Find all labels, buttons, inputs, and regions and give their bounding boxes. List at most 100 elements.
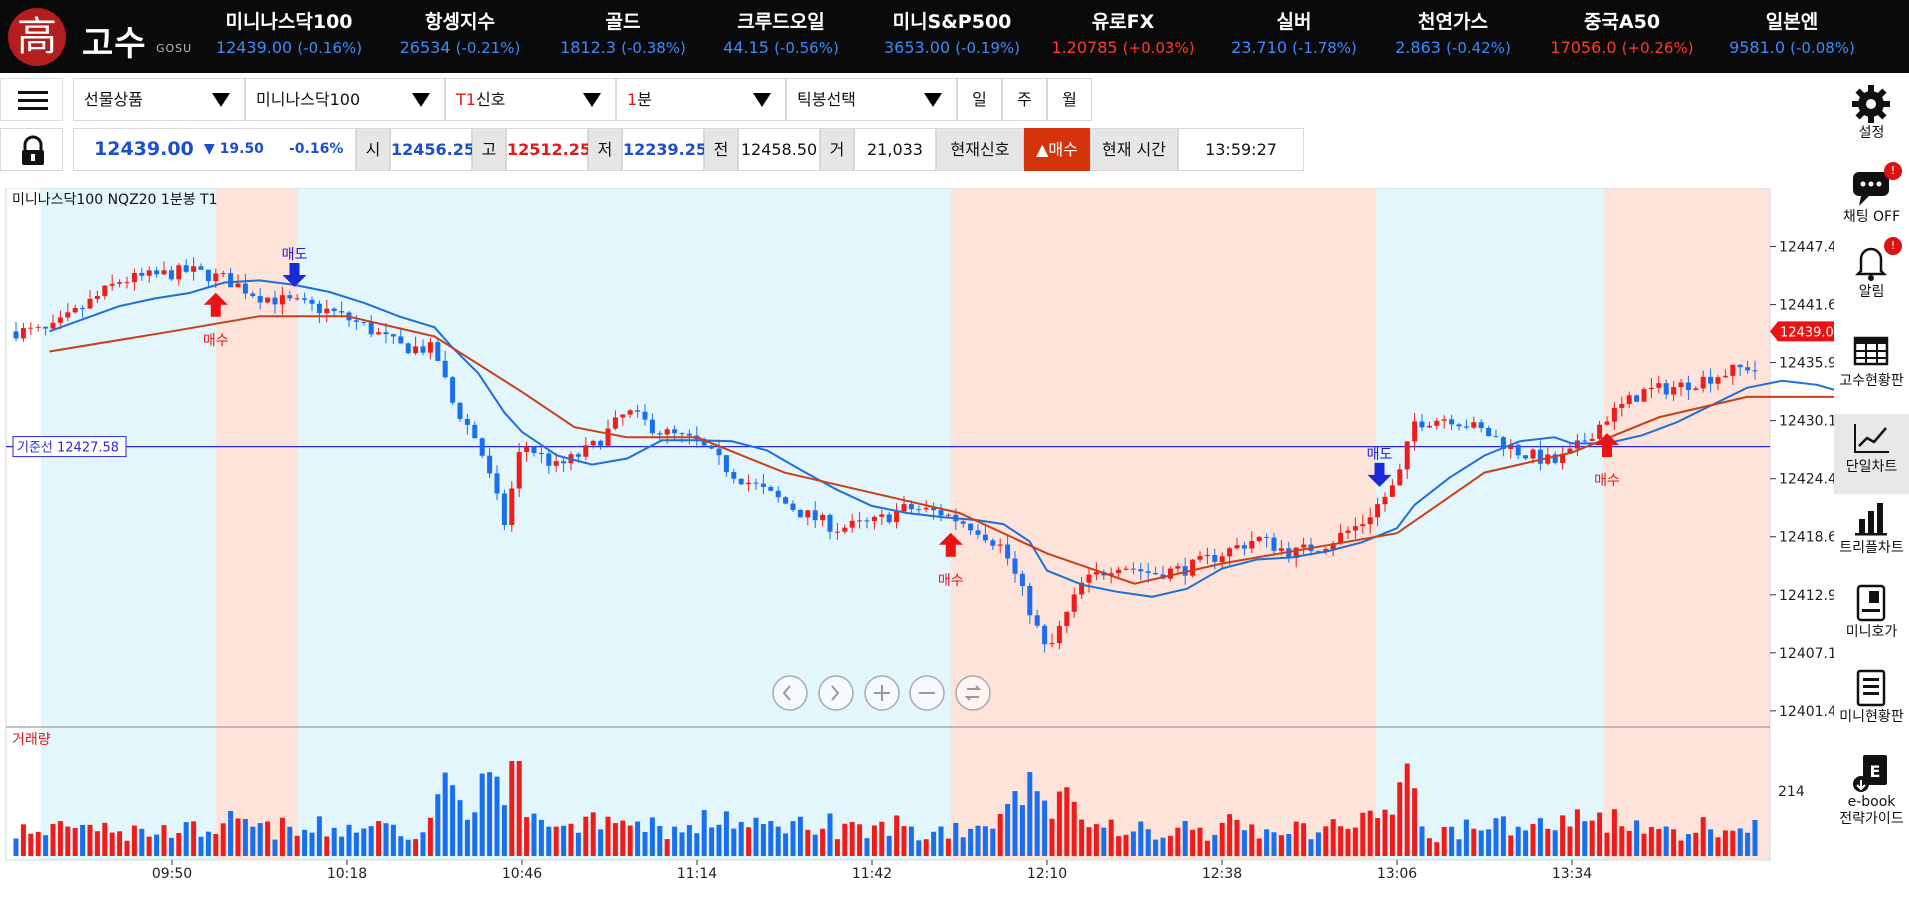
candle-body: [191, 266, 197, 272]
sidebar-item-gear[interactable]: 설정: [1834, 80, 1909, 160]
sidebar-item-grid[interactable]: 고수현황판: [1834, 328, 1909, 408]
candle-body: [1426, 425, 1432, 428]
zoom-out-button[interactable]: [909, 675, 945, 711]
chevron-right-button[interactable]: [818, 675, 854, 711]
volume-bar: [982, 826, 988, 856]
volume-bar: [146, 836, 152, 856]
signal-select[interactable]: T1신호: [445, 78, 616, 121]
chevron-left-button[interactable]: [772, 675, 808, 711]
signal-zone: [298, 188, 951, 860]
candle-body: [938, 510, 944, 516]
candle-body: [1656, 383, 1662, 388]
ticker-item[interactable]: 미니나스닥100 12439.00 (-0.16%): [204, 8, 374, 60]
logo[interactable]: 高 고수 GOSU: [6, 6, 191, 68]
day-button[interactable]: 일: [957, 78, 1002, 121]
candle-body: [1019, 573, 1025, 586]
sidebar-item-book[interactable]: 미니호가: [1834, 579, 1909, 659]
sidebar-item-bell[interactable]: ! 알림: [1834, 237, 1909, 319]
candle-body: [760, 483, 766, 487]
candle-body: [1708, 376, 1714, 384]
volume-bar: [923, 839, 929, 856]
ticker-item[interactable]: 골드 1812.3 (-0.38%): [538, 8, 708, 60]
ticker-item[interactable]: 일본엔 9581.0 (-0.08%): [1707, 8, 1877, 60]
sidebar-item-label: 미니현황판: [1839, 709, 1904, 725]
chart-canvas[interactable]: 12447.40 12441.65 12435.90 12430.15 12424.40…: [0, 187, 1909, 895]
menu-button[interactable]: [0, 78, 63, 121]
last-price-label: 12439.00: [1780, 325, 1834, 340]
volume-bar: [1323, 826, 1329, 856]
ticker-item[interactable]: 미니S&P500 3653.00 (-0.19%): [867, 8, 1037, 60]
volume-bar: [176, 832, 182, 856]
volume-bar: [1167, 835, 1173, 856]
chat-icon: [1853, 172, 1889, 206]
prev-label: 전: [704, 128, 738, 171]
volume-bar: [1715, 837, 1721, 856]
sidebar-item-line-chart[interactable]: 단일차트: [1834, 414, 1909, 494]
volume-bar: [1626, 830, 1632, 856]
volume-bar: [842, 823, 848, 856]
sidebar-item-note[interactable]: 미니현황판: [1834, 664, 1909, 744]
candle-body: [1693, 388, 1699, 391]
ticker-item[interactable]: 천연가스 2.863 (-0.42%): [1368, 8, 1538, 60]
candle-body: [1434, 420, 1440, 426]
volume-bar: [1330, 819, 1336, 856]
candle-body: [420, 346, 426, 353]
candle-body: [146, 270, 152, 276]
book-icon: [1856, 584, 1886, 622]
candle-body: [1005, 544, 1011, 559]
ticker-item[interactable]: 실버 23.710 (-1.78%): [1209, 8, 1379, 60]
candlestick-chart[interactable]: 12447.40 12441.65 12435.90 12430.15 12424.40…: [0, 187, 1909, 895]
volume-bar: [1293, 821, 1299, 856]
volume-bar: [1678, 840, 1684, 856]
volume-bar: [672, 826, 678, 856]
product-select[interactable]: 미니나스닥100: [245, 78, 445, 121]
refresh-button[interactable]: [955, 675, 991, 711]
candle-body: [1730, 364, 1736, 376]
candle-body: [117, 282, 123, 284]
volume-bar: [1204, 840, 1210, 856]
volume-bar: [1523, 830, 1529, 856]
volume-bar: [723, 811, 729, 856]
volume-bar: [479, 773, 485, 856]
volume-bar: [1486, 829, 1492, 856]
interval-select[interactable]: 1분: [616, 78, 786, 121]
ticker-item[interactable]: 크루드오일 44.15 (-0.56%): [696, 8, 866, 60]
tick-select[interactable]: 틱봉선택: [786, 78, 957, 121]
volume-bar: [827, 813, 833, 856]
candle-body: [790, 503, 796, 510]
candle-body: [1086, 574, 1092, 583]
product-type-select[interactable]: 선물상품: [73, 78, 245, 121]
volume-bar: [1212, 834, 1218, 856]
volume-bar: [1560, 815, 1566, 856]
ticker-price: 9581.0: [1729, 38, 1786, 57]
candle-body: [1508, 444, 1514, 450]
volume-bar: [1611, 809, 1617, 856]
volume-bar: [324, 836, 330, 856]
candle-body: [746, 482, 752, 485]
lock-icon: [22, 135, 44, 165]
sidebar-item-chat[interactable]: ! 채팅 OFF: [1834, 162, 1909, 244]
volume-bar: [1308, 839, 1314, 856]
volume-bar: [1434, 842, 1440, 856]
month-button[interactable]: 월: [1047, 78, 1092, 121]
lock-button[interactable]: [0, 128, 63, 171]
ticker-item[interactable]: 항셍지수 26534 (-0.21%): [375, 8, 545, 60]
candle-body: [805, 510, 811, 518]
ticker-price: 23.710: [1231, 38, 1288, 57]
ticker-item[interactable]: 중국A50 17056.0 (+0.26%): [1537, 8, 1707, 60]
volume-bar: [1241, 830, 1247, 856]
product-label: 미니나스닥100: [256, 90, 361, 109]
logo-sub: GOSU: [156, 42, 193, 55]
sidebar-item-bar-chart[interactable]: 트리플차트: [1834, 495, 1909, 575]
candle-body: [879, 514, 885, 517]
bell-icon: [1854, 247, 1888, 281]
ticker-item[interactable]: 유로FX 1.20785 (+0.03%): [1038, 8, 1208, 60]
volume-bar: [590, 812, 596, 856]
volume-bar: [361, 828, 367, 856]
week-button[interactable]: 주: [1002, 78, 1047, 121]
zoom-in-button[interactable]: [864, 675, 900, 711]
volume-bar: [205, 831, 211, 856]
volume-bar: [72, 827, 78, 856]
